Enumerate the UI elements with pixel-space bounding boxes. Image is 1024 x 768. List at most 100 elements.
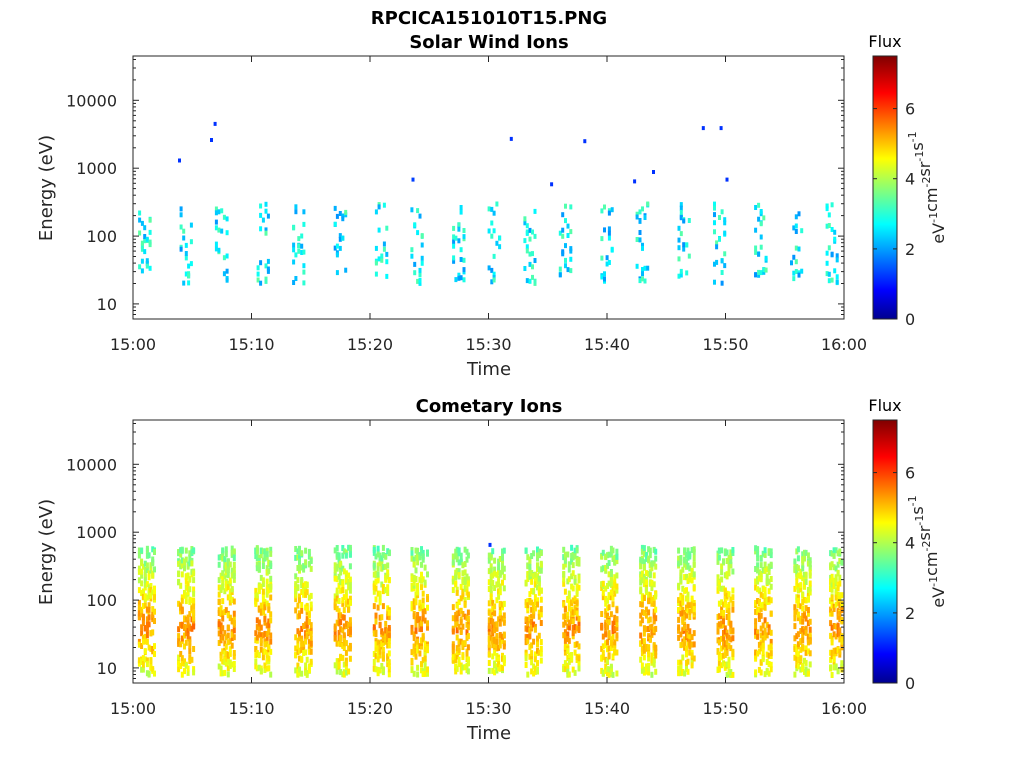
heatmap-cell: [650, 565, 654, 572]
heatmap-cell: [307, 548, 311, 555]
heatmap-cell: [806, 552, 810, 559]
heatmap-cell: [179, 641, 183, 648]
heatmap-cell: [524, 634, 528, 641]
heatmap-cell: [232, 548, 236, 555]
heatmap-cell: [498, 600, 502, 607]
heatmap-cell: [147, 570, 151, 577]
heatmap-cell: [795, 662, 799, 669]
heatmap-cell: [138, 264, 142, 270]
heatmap-cell: [148, 265, 152, 271]
heatmap-cell: [720, 620, 724, 627]
heatmap-cell: [537, 613, 541, 620]
heatmap-cell: [692, 571, 696, 578]
heatmap-cell: [221, 670, 225, 677]
heatmap-cell: [679, 594, 683, 601]
heatmap-cell: [140, 240, 144, 246]
heatmap-cell: [263, 554, 267, 561]
heatmap-cell: [487, 629, 491, 636]
heatmap-cell: [688, 551, 692, 558]
heatmap-cell: [337, 629, 341, 636]
heatmap-cell: [727, 564, 731, 571]
heatmap-cell: [416, 547, 420, 554]
heatmap-cell: [731, 627, 735, 634]
heatmap-cell: [333, 662, 337, 669]
heatmap-cell: [298, 655, 301, 662]
heatmap-cell: [640, 638, 644, 645]
heatmap-cell: [524, 639, 528, 646]
heatmap-cell: [337, 556, 341, 563]
heatmap-cell: [801, 575, 805, 582]
heatmap-cell: [609, 636, 613, 643]
heatmap-cell: [493, 610, 497, 617]
heatmap-cell: [188, 598, 192, 605]
heatmap-cell: [224, 562, 228, 569]
heatmap-cell: [153, 643, 156, 650]
heatmap-cell: [686, 623, 690, 630]
heatmap-cell: [539, 645, 543, 652]
heatmap-cell: [720, 569, 724, 576]
heatmap-cell: [457, 661, 461, 667]
heatmap-cell: [571, 562, 575, 569]
x-tick-label: 15:40: [584, 335, 630, 354]
heatmap-cell: [259, 226, 263, 232]
heatmap-cell: [836, 613, 840, 620]
heatmap-cell: [307, 639, 311, 646]
heatmap-cell: [487, 660, 491, 666]
heatmap-cell: [830, 586, 834, 593]
heatmap-cell: [531, 251, 534, 257]
heatmap-cell: [221, 658, 225, 665]
heatmap-cell: [571, 618, 575, 625]
heatmap-cell: [186, 619, 190, 626]
heatmap-cell: [344, 267, 348, 273]
heatmap-cell: [263, 662, 267, 669]
heatmap-cell: [767, 670, 771, 677]
heatmap-cell: [609, 571, 613, 577]
heatmap-cell: [421, 657, 425, 664]
heatmap-cell: [609, 645, 613, 651]
heatmap-cell: [257, 631, 261, 638]
heatmap-cell: [566, 668, 570, 675]
heatmap-cell: [757, 269, 761, 275]
heatmap-cell: [840, 559, 844, 566]
heatmap-cell: [577, 627, 581, 633]
heatmap-cell: [177, 661, 181, 667]
heatmap-cell: [688, 628, 692, 635]
heatmap-cell: [335, 658, 339, 665]
heatmap-cell: [607, 235, 611, 241]
heatmap-cell: [763, 627, 767, 634]
heatmap-cell: [217, 554, 221, 561]
heatmap-cell: [255, 595, 259, 602]
heatmap-cell: [533, 233, 537, 239]
heatmap-cell: [834, 647, 838, 654]
heatmap-cell: [232, 566, 236, 573]
heatmap-cell: [294, 588, 298, 595]
heatmap-cell: [642, 666, 646, 673]
heatmap-cell: [642, 559, 646, 566]
heatmap-cell: [348, 622, 352, 629]
heatmap-cell: [808, 661, 812, 668]
heatmap-cell: [501, 554, 504, 561]
heatmap-cell: [825, 260, 829, 266]
heatmap-cell: [723, 548, 727, 555]
heatmap-cell: [606, 605, 609, 612]
heatmap-cell: [757, 599, 761, 606]
heatmap-cell: [765, 659, 769, 665]
heatmap-cell: [335, 587, 339, 594]
heatmap-cell: [615, 572, 619, 579]
heatmap-cell: [830, 594, 834, 601]
heatmap-cell: [533, 665, 537, 672]
heatmap-cell: [140, 220, 144, 226]
heatmap-cell: [759, 625, 763, 632]
heatmap-cell: [339, 626, 343, 633]
heatmap-cell: [145, 661, 149, 668]
heatmap-cell: [347, 544, 351, 551]
heatmap-cell: [834, 594, 838, 601]
heatmap-cell: [147, 621, 151, 628]
heatmap-cell: [381, 666, 385, 673]
heatmap-cell: [374, 641, 378, 648]
heatmap-cell: [644, 570, 648, 577]
heatmap-cell: [416, 617, 420, 624]
heatmap-cell: [611, 634, 615, 640]
heatmap-cell: [183, 668, 186, 675]
heatmap-cell: [263, 648, 267, 655]
